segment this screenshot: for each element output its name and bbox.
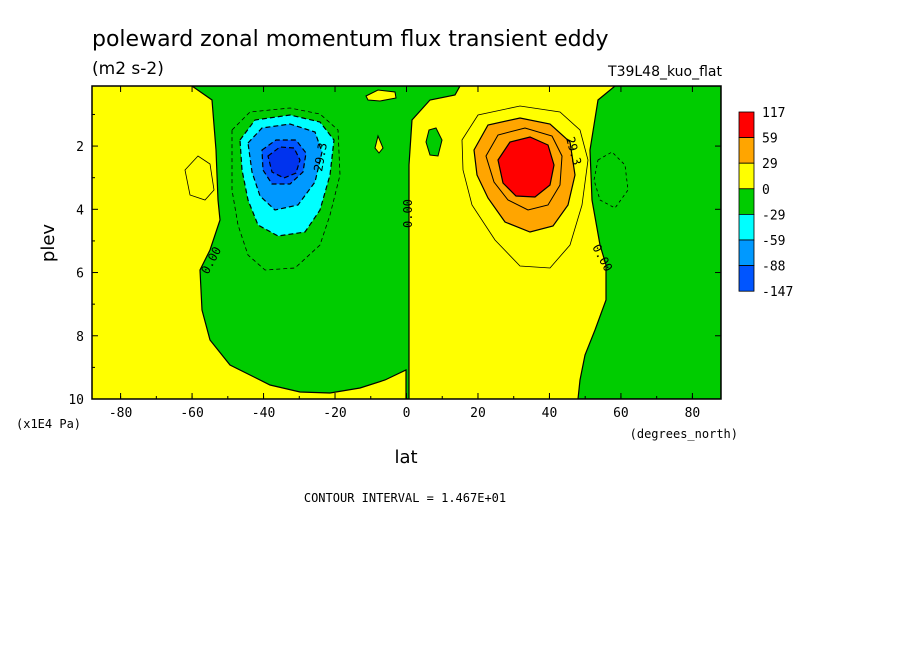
x-tick-label: 80: [685, 406, 701, 421]
chart-title: poleward zonal momentum flux transient e…: [92, 27, 609, 52]
island-green-2: [374, 134, 384, 154]
y-units-label: (x1E4 Pa): [16, 417, 81, 431]
x-tick-label: 20: [470, 406, 486, 421]
x-tick-label: -20: [323, 406, 346, 421]
contour-right-outer: [593, 151, 629, 209]
colorbar-swatch: [738, 213, 755, 241]
x-units-label: (degrees_north): [630, 427, 738, 441]
colorbar-swatch: [738, 188, 755, 215]
y-tick-label: 10: [68, 393, 84, 408]
colorbar-level-label: 59: [762, 132, 778, 147]
y-axis-label: plev: [38, 224, 59, 263]
plot-area: 0.00 29.3 0.00 29.3 0.00: [91, 85, 722, 400]
y-tick-label: 2: [76, 140, 84, 155]
colorbar-level-label: 117: [762, 106, 785, 121]
island-green-1: [425, 127, 443, 157]
colorbar: 117 59 29 0 -29 -59 -88 -147: [738, 106, 793, 300]
colorbar-level-label: 29: [762, 157, 778, 172]
region-negative-right: [577, 86, 721, 399]
y-tick-label: 4: [76, 203, 84, 218]
colorbar-level-label: -29: [762, 208, 785, 223]
colorbar-swatch: [738, 111, 755, 139]
y-tick-label: 6: [76, 267, 84, 282]
contour-label-2: 29.3: [311, 142, 330, 173]
contour-interval-text: CONTOUR INTERVAL = 1.467E+01: [304, 491, 506, 505]
colorbar-level-label: 0: [762, 183, 770, 198]
colorbar-level-label: -88: [762, 260, 785, 275]
y-tick-label: 8: [76, 330, 84, 345]
positive-center: [461, 105, 589, 269]
run-label: T39L48_kuo_flat: [607, 64, 722, 80]
units-label: (m2 s-2): [92, 59, 164, 79]
x-axis-label: lat: [394, 447, 417, 468]
colorbar-level-label: -59: [762, 234, 785, 249]
colorbar-swatch: [738, 137, 755, 164]
x-tick-label: 40: [542, 406, 558, 421]
contour-label-3: 0.00: [401, 199, 415, 228]
x-tick-label: -40: [252, 406, 275, 421]
y-axis: 2 4 6 8 10: [68, 113, 721, 408]
contour-left-outer: [184, 155, 215, 201]
x-tick-label: -80: [109, 406, 132, 421]
negative-center: [231, 107, 341, 271]
colorbar-swatch: [738, 162, 755, 190]
x-tick-label: 0: [403, 406, 411, 421]
colorbar-swatch: [738, 239, 755, 267]
x-tick-label: 60: [613, 406, 629, 421]
x-tick-label: -60: [180, 406, 203, 421]
island-yellow-top: [365, 89, 397, 102]
colorbar-swatch: [738, 265, 755, 292]
colorbar-level-label: -147: [762, 285, 793, 300]
x-axis: -80 -60 -40 -20 0 20 40 60 80: [109, 86, 700, 421]
